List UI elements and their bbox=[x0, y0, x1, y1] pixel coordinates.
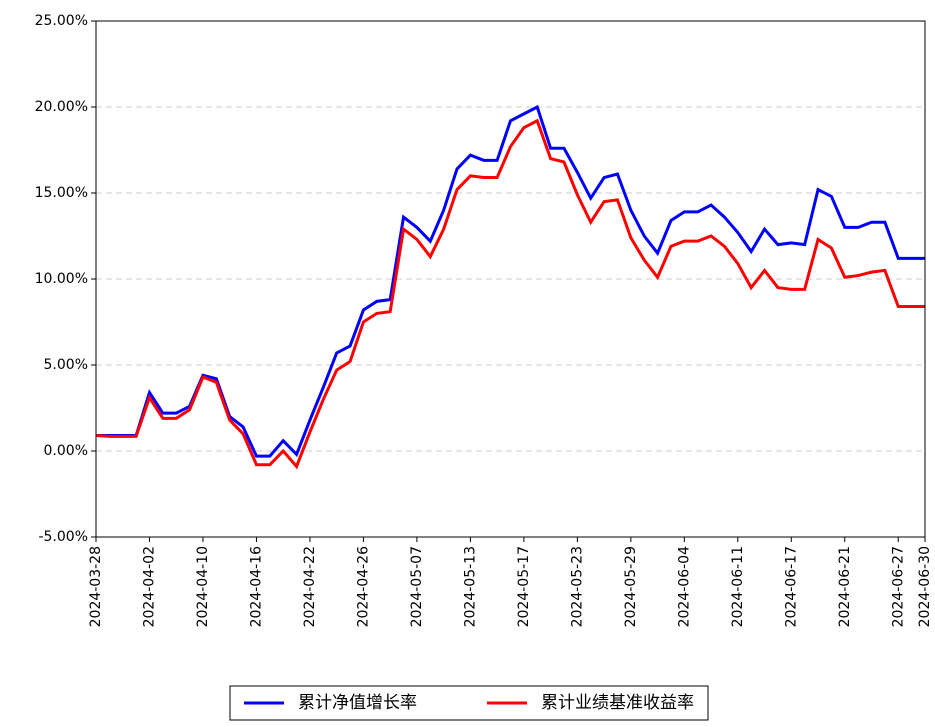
legend-box bbox=[229, 685, 709, 721]
x-tick-label: 2024-06-27 bbox=[890, 546, 906, 627]
x-tick-label: 2024-06-17 bbox=[783, 546, 799, 627]
y-tick-label: 5.00% bbox=[44, 357, 88, 373]
x-tick-label: 2024-06-21 bbox=[837, 546, 853, 627]
x-tick-label: 2024-05-17 bbox=[516, 546, 532, 627]
x-tick-label: 2024-04-16 bbox=[248, 546, 264, 627]
x-tick-label: 2024-04-26 bbox=[355, 546, 371, 627]
x-tick-label: 2024-05-23 bbox=[569, 546, 585, 627]
x-tick-label: 2024-05-13 bbox=[462, 546, 478, 627]
x-tick-label: 2024-03-28 bbox=[88, 546, 104, 627]
series-line bbox=[95, 118, 925, 470]
y-tick-label: 0.00% bbox=[44, 443, 88, 459]
x-tick-label: 2024-04-02 bbox=[141, 546, 157, 627]
y-tick-label: 20.00% bbox=[35, 99, 88, 115]
x-tick-label: 2024-05-07 bbox=[409, 546, 425, 627]
legend: 累计净值增长率 累计业绩基准收益率 bbox=[229, 685, 709, 721]
x-tick-label: 2024-06-30 bbox=[917, 546, 933, 627]
y-tick-label: 15.00% bbox=[35, 185, 88, 201]
legend-label: 累计净值增长率 bbox=[298, 693, 417, 713]
x-tick-label: 2024-06-11 bbox=[730, 546, 746, 627]
plot-frame bbox=[95, 20, 926, 538]
legend-label: 累计业绩基准收益率 bbox=[541, 693, 694, 713]
x-tick-label: 2024-05-29 bbox=[623, 546, 639, 627]
y-tick-label: 10.00% bbox=[35, 271, 88, 287]
y-tick-label: -5.00% bbox=[38, 529, 88, 545]
x-tick-label: 2024-06-04 bbox=[676, 546, 692, 627]
y-tick-label: 25.00% bbox=[35, 13, 88, 29]
x-tick-label: 2024-04-10 bbox=[195, 546, 211, 627]
series-line bbox=[96, 104, 925, 458]
x-tick-label: 2024-04-22 bbox=[302, 546, 318, 627]
